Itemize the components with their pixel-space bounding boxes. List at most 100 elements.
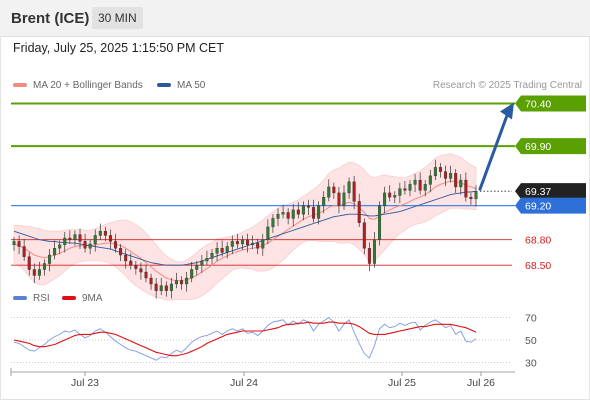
candle (159, 278, 163, 296)
rsi-tick-label: 50 (525, 335, 537, 347)
price-labels: 70.40 69.90 69.37 69.20 68.80 68.50 (515, 95, 586, 272)
header-bar: Brent (ICE) 30 MIN (0, 0, 590, 37)
candle (423, 180, 427, 197)
rsi-tick-label: 30 (525, 357, 537, 369)
candle (362, 218, 366, 255)
level-tag-pivot (515, 197, 586, 214)
candle (342, 185, 346, 210)
rsi-panel: 70 50 30 (11, 313, 537, 369)
candle (58, 240, 62, 255)
candle (378, 201, 382, 246)
ma50-swatch-icon (157, 83, 171, 88)
bollinger-band (13, 153, 477, 301)
legend-ma20-label: MA 20 + Bollinger Bands (33, 80, 143, 91)
candle (22, 238, 26, 261)
candle (408, 180, 412, 197)
legend-rsi: RSI (13, 293, 50, 304)
candle (286, 208, 290, 225)
candle (139, 262, 143, 280)
forecast-arrow-shaft (478, 114, 509, 191)
candle (449, 165, 453, 183)
candle (444, 165, 448, 187)
candle (225, 242, 229, 259)
candle (63, 232, 67, 253)
chart-datetime: Friday, July 25, 2025 1:15:50 PM CET (13, 41, 224, 55)
candle (322, 191, 326, 214)
candle (215, 242, 219, 261)
candle (372, 232, 376, 268)
candle (388, 185, 392, 202)
candle (393, 191, 397, 204)
candle (27, 252, 31, 276)
time-tick-label: Jul 23 (71, 377, 99, 389)
candle (230, 235, 234, 255)
candle (240, 235, 244, 250)
candle (276, 208, 280, 227)
candle (129, 253, 133, 270)
time-tick-label: Jul 24 (230, 377, 258, 389)
research-source: Research © 2025 Trading Central (432, 80, 582, 91)
candle (383, 186, 387, 214)
candle (169, 278, 173, 299)
level-tag-resistance (515, 138, 586, 155)
candle (195, 260, 199, 276)
candle (301, 201, 305, 221)
time-tick-label: Jul 26 (467, 377, 495, 389)
candle (73, 230, 77, 246)
candle (210, 249, 214, 265)
candle (174, 272, 178, 289)
candle (190, 261, 194, 283)
candle (413, 174, 417, 193)
level-label-support: 68.50 (525, 260, 551, 272)
forecast-arrow-head-icon (500, 102, 514, 120)
candle (433, 159, 437, 181)
candle (469, 192, 473, 205)
candle (428, 169, 432, 193)
legend-ma50: MA 50 (157, 80, 205, 91)
rsi-ma-line (13, 321, 477, 357)
candle (98, 223, 102, 240)
candle (357, 193, 361, 227)
candle (266, 219, 270, 244)
candle (347, 177, 351, 199)
candle (418, 172, 422, 195)
candle (367, 242, 371, 272)
candle (327, 179, 331, 202)
candle (78, 228, 82, 250)
candle (134, 260, 138, 275)
candles (12, 159, 478, 299)
candle (306, 199, 310, 216)
timeframe-badge[interactable]: 30 MIN (92, 7, 143, 29)
candle (180, 276, 184, 290)
candle (144, 264, 148, 283)
candle (154, 278, 158, 299)
candle (398, 182, 402, 204)
candle (291, 203, 295, 227)
candle (403, 180, 407, 195)
legend-ma50-label: MA 50 (177, 80, 206, 91)
candle (114, 233, 118, 253)
candle (17, 235, 21, 255)
legend-ma20: MA 20 + Bollinger Bands (13, 80, 143, 91)
level-tag-last (515, 183, 586, 200)
candle (438, 163, 442, 178)
rsi-line (13, 317, 477, 361)
time-tick-label: Jul 25 (388, 377, 416, 389)
candle (149, 273, 153, 290)
candle (200, 255, 204, 273)
candle (164, 281, 168, 297)
candle (119, 243, 123, 261)
candle (281, 204, 285, 219)
candle (296, 202, 300, 219)
candle (235, 233, 239, 249)
candle (454, 169, 458, 193)
candle (205, 250, 209, 266)
candle (53, 240, 57, 260)
level-label-support: 68.80 (525, 235, 551, 247)
candle (337, 186, 341, 214)
rsi-swatch-icon (13, 296, 27, 301)
candle (317, 201, 321, 225)
ma9-swatch-icon (62, 296, 76, 301)
candle (474, 185, 478, 207)
